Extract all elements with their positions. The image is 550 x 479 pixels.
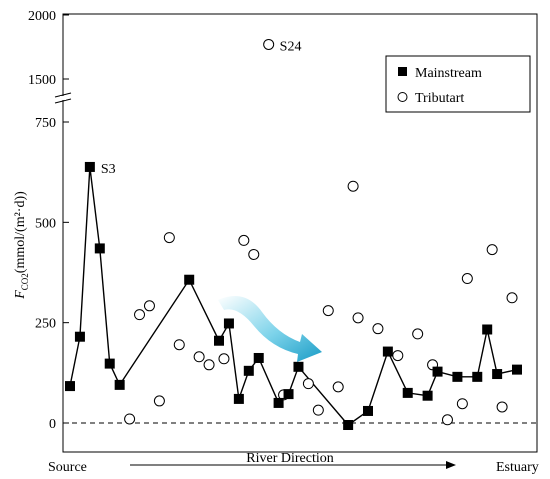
legend-mainstream-marker xyxy=(398,67,407,76)
tributart-point xyxy=(203,359,215,371)
tributart-point xyxy=(173,339,185,351)
mainstream-line xyxy=(69,166,518,426)
mainstream-point xyxy=(432,366,443,377)
legend-box xyxy=(385,55,531,113)
axis-break xyxy=(54,92,72,104)
tributart-point xyxy=(332,381,344,393)
legend-tributart-label: Tributart xyxy=(415,91,464,106)
tributart-point xyxy=(312,404,324,416)
legend-mainstream-label: Mainstream xyxy=(415,66,482,81)
tributart-point xyxy=(163,232,175,244)
river-direction-arrow xyxy=(130,461,456,469)
mainstream-point xyxy=(243,365,254,376)
tributart-point xyxy=(153,395,165,407)
tributart-point xyxy=(392,350,404,362)
mainstream-point xyxy=(363,405,373,416)
y-tick-label: 1500 xyxy=(28,73,56,88)
y-tick-label: 750 xyxy=(35,116,56,131)
mainstream-point xyxy=(512,364,522,375)
tributart-point xyxy=(124,413,136,425)
tributart-point xyxy=(496,401,508,413)
annotation-label: S24 xyxy=(280,39,302,54)
mainstream-point xyxy=(114,379,125,390)
mainstream-point xyxy=(402,387,413,398)
tributart-point xyxy=(412,328,424,340)
mainstream-points xyxy=(65,161,522,431)
tributart-point xyxy=(506,292,518,304)
annotation-label: S3 xyxy=(101,162,116,177)
tributart-point xyxy=(134,309,146,321)
x-axis-label: River Direction xyxy=(246,451,333,466)
mainstream-point xyxy=(283,389,294,400)
tributart-point xyxy=(322,305,334,317)
tributart-points xyxy=(124,38,518,426)
tributart-point xyxy=(456,398,468,410)
tributart-point xyxy=(302,378,314,390)
mainstream-point xyxy=(273,397,284,408)
plot-frame xyxy=(62,13,538,453)
tributart-point xyxy=(347,180,359,192)
y-axis-label: FCO2(mmol/(m²·d)) xyxy=(13,191,30,300)
tributart-point xyxy=(248,248,260,260)
x-left-label: Source xyxy=(48,460,87,475)
mainstream-point xyxy=(94,243,105,254)
mainstream-point xyxy=(74,331,85,342)
mainstream-series-line xyxy=(69,166,518,426)
mainstream-point xyxy=(382,346,393,357)
y-axis-ticks: 0 250 500 750 1500 2000 xyxy=(28,9,69,432)
y-tick-label: 0 xyxy=(49,417,56,432)
tributart-point xyxy=(238,234,250,246)
x-right-label: Estuary xyxy=(496,460,539,475)
tributart-point xyxy=(193,351,205,363)
y-tick-label: 500 xyxy=(35,216,56,231)
mainstream-point xyxy=(492,369,503,380)
tributart-point xyxy=(352,312,364,324)
mainstream-point xyxy=(214,335,224,346)
mainstream-point xyxy=(482,324,493,335)
legend: Mainstream Tributart xyxy=(385,55,531,113)
mainstream-point xyxy=(233,393,244,404)
mainstream-point xyxy=(65,381,75,392)
tributart-point xyxy=(372,323,384,335)
mainstream-point xyxy=(422,390,433,401)
annotations: S3 S24 xyxy=(101,39,302,177)
y-tick-label: 2000 xyxy=(28,9,56,24)
mainstream-point xyxy=(452,371,463,382)
mainstream-point xyxy=(293,361,304,372)
tributart-point xyxy=(441,414,453,426)
tributart-point xyxy=(263,38,275,50)
mainstream-point xyxy=(253,352,264,363)
mainstream-point xyxy=(223,318,234,329)
mainstream-point xyxy=(184,274,195,285)
tributart-point xyxy=(143,300,155,312)
tributart-point xyxy=(486,244,498,256)
legend-tributart-marker xyxy=(397,92,408,102)
tributart-point xyxy=(461,273,473,285)
trend-arrow xyxy=(218,296,322,362)
mainstream-point xyxy=(84,161,95,172)
mainstream-point xyxy=(472,371,483,382)
mainstream-point xyxy=(343,420,354,431)
mainstream-point xyxy=(104,358,115,369)
tributart-point xyxy=(218,353,230,365)
y-tick-label: 250 xyxy=(35,317,56,332)
